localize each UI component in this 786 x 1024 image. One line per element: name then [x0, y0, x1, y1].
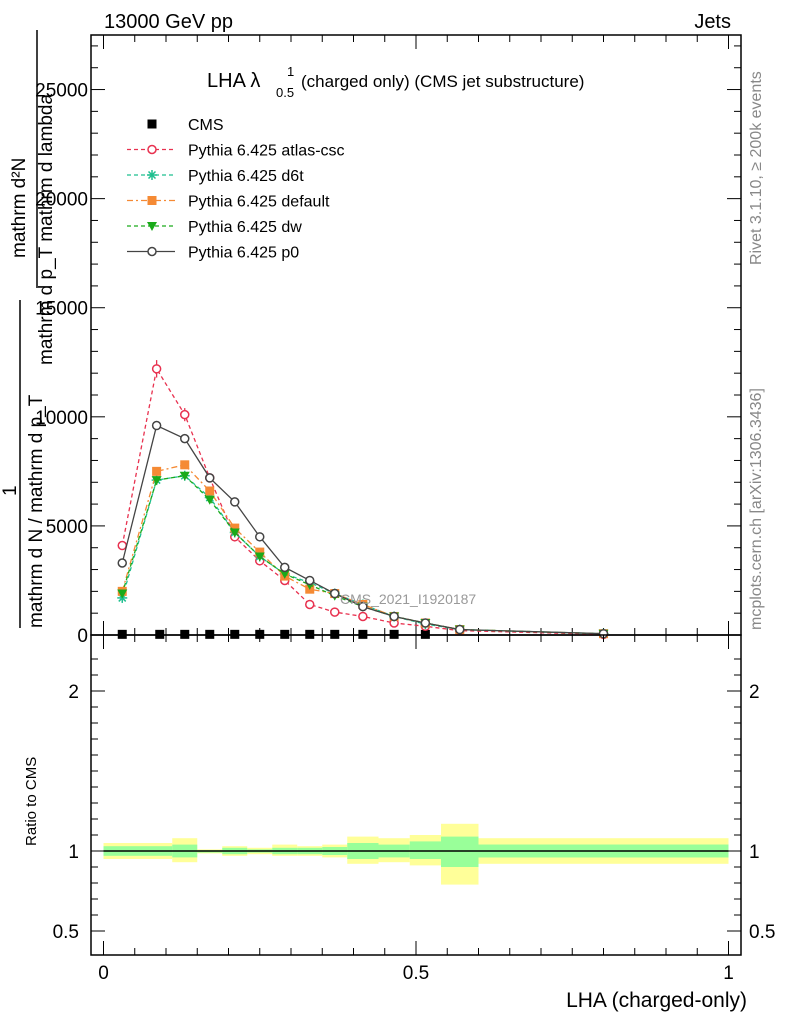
data-point: [389, 611, 399, 622]
legend-item: Pythia 6.425 atlas-csc: [127, 143, 345, 160]
y-tick-label: 10000: [35, 408, 88, 429]
x-axis-label: LHA (charged-only): [566, 989, 747, 1012]
title-sup: 1: [287, 64, 294, 79]
y-tick-label: 25000: [35, 81, 88, 102]
data-point: [358, 601, 368, 612]
data-point: [180, 433, 190, 444]
ylabel-line1: mathrm d²N: [9, 158, 30, 258]
ratio-y-tick-label-right: 2: [749, 682, 760, 703]
legend-item: Pythia 6.425 d6t: [127, 168, 304, 185]
legend-label: Pythia 6.425 default: [188, 194, 330, 211]
data-point: [117, 558, 127, 568]
y-axis-label: mathrm d²N mathrm d p_T mathrm d lambda …: [0, 30, 57, 628]
title-main: LHA λ: [207, 70, 260, 92]
ratio-plot-panel: 0 0.5 1 0.5 0.5 1 1 2 2: [53, 634, 775, 984]
side-label-rivet: Rivet 3.1.10, ≥ 200k events: [748, 71, 765, 265]
legend-item: CMS: [147, 117, 224, 134]
legend-item: Pythia 6.425 dw: [127, 219, 302, 236]
watermark: CMS_2021_I1920187: [340, 591, 476, 607]
ratio-y-tick-label: 0.5: [53, 922, 79, 943]
data-point: [279, 569, 290, 579]
star-stroke: [147, 170, 157, 180]
data-point: [204, 495, 215, 505]
series-line: [121, 475, 604, 635]
series-line: [121, 367, 604, 635]
x-tick-label: 0.5: [403, 963, 429, 984]
ratio-y-tick-label: 2: [68, 682, 79, 703]
ratio-band-green: [441, 836, 479, 867]
data-point: [147, 170, 157, 180]
data-point: [205, 486, 215, 496]
ratio-band-green: [409, 841, 441, 859]
y-tick-label: 5000: [46, 517, 88, 538]
data-point: [330, 588, 340, 599]
data-point: [117, 540, 127, 551]
y-tick-label: 15000: [35, 299, 88, 320]
data-point: [305, 575, 315, 586]
main-plot-panel: 0 5000 10000 15000 20000 25000: [35, 34, 742, 647]
data-point: [117, 589, 128, 599]
data-point: [230, 497, 240, 507]
data-point: [147, 144, 157, 155]
series-line: [121, 424, 604, 635]
data-point: [180, 409, 190, 420]
data-point: [455, 624, 465, 635]
legend-item: Pythia 6.425 p0: [127, 245, 299, 262]
data-point: [147, 119, 157, 129]
data-point: [205, 473, 215, 483]
legend-label: Pythia 6.425 p0: [188, 245, 299, 262]
side-label-mcplots: mcplots.cern.ch [arXiv:1306.3436]: [748, 388, 765, 630]
data-point: [255, 532, 265, 542]
ylabel-line2: mathrm d p_T mathrm d lambda: [36, 94, 57, 365]
data-point: [255, 547, 265, 557]
legend-label: Pythia 6.425 dw: [188, 219, 302, 236]
y-tick-label: 20000: [35, 190, 88, 211]
x-tick-label: 0: [98, 963, 109, 984]
header-right: Jets: [694, 11, 731, 33]
legend-label: CMS: [188, 117, 224, 134]
x-tick-label: 1: [723, 963, 734, 984]
data-point: [305, 599, 315, 610]
title-rest: (charged only) (CMS jet substructure): [301, 72, 584, 91]
y-tick-label: 0: [77, 626, 88, 647]
legend-label: Pythia 6.425 d6t: [188, 168, 304, 185]
data-point: [179, 471, 190, 481]
data-point: [358, 611, 368, 622]
series-line: [121, 475, 604, 635]
data-point: [147, 196, 157, 205]
data-point: [152, 466, 162, 476]
ratio-plot-frame: [90, 634, 742, 956]
data-point: [230, 523, 240, 533]
ratio-y-tick-label-right: 0.5: [749, 922, 775, 943]
ratio-y-tick-label-right: 1: [749, 842, 760, 863]
data-point: [151, 476, 162, 486]
series-5: [117, 420, 609, 639]
ratio-y-label: Ratio to CMS: [23, 757, 40, 846]
legend: CMS Pythia 6.425 atlas-csc Pythia 6.425 d6…: [127, 117, 345, 262]
title-sub: 0.5: [276, 85, 294, 100]
data-point: [147, 246, 157, 257]
plot-title: LHA λ 1 0.5 (charged only) (CMS jet subs…: [207, 64, 584, 100]
data-point: [229, 528, 240, 538]
ratio-y-tick-label: 1: [68, 842, 79, 863]
data-point: [151, 420, 162, 431]
data-point: [280, 562, 290, 573]
data-point: [151, 364, 162, 374]
data-point: [254, 552, 265, 562]
ylabel-line4: mathrm d N / mathrm d p_T: [26, 394, 47, 628]
data-point: [180, 460, 190, 470]
data-point: [330, 607, 340, 617]
legend-label: Pythia 6.425 atlas-csc: [188, 143, 345, 160]
header-left: 13000 GeV pp: [104, 11, 233, 33]
data-point: [147, 222, 157, 231]
legend-item: Pythia 6.425 default: [127, 194, 330, 211]
ylabel-line3: 1: [0, 485, 21, 496]
data-point: [420, 618, 431, 628]
